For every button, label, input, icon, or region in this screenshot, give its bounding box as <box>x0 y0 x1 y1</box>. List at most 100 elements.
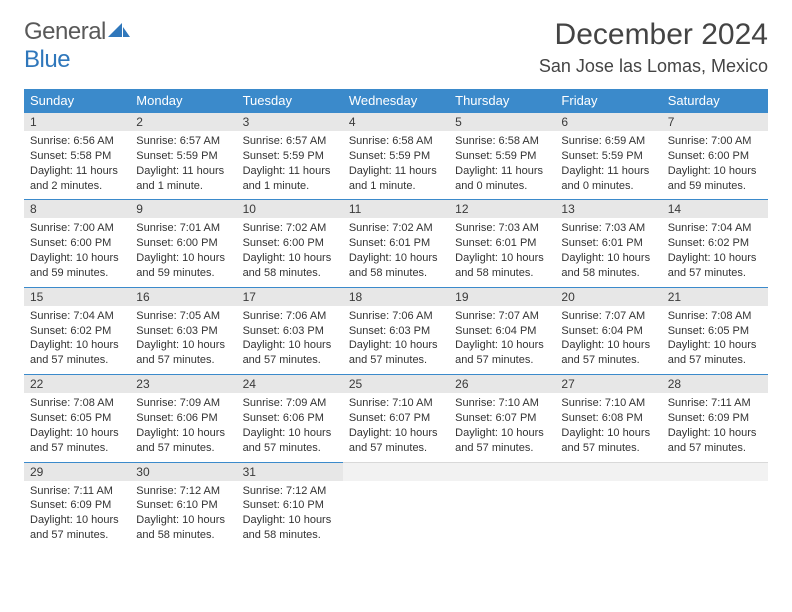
daylight-line: Daylight: 11 hours and 1 minute. <box>243 164 337 194</box>
sunset-line: Sunset: 6:10 PM <box>136 498 230 513</box>
sunset-line: Sunset: 5:59 PM <box>349 149 443 164</box>
day-header: Thursday <box>449 89 555 112</box>
calendar-cell: 5Sunrise: 6:58 AMSunset: 5:59 PMDaylight… <box>449 112 555 199</box>
daylight-line: Daylight: 10 hours and 57 minutes. <box>561 426 655 456</box>
logo: General Blue <box>24 18 130 74</box>
day-details: Sunrise: 7:08 AMSunset: 6:05 PMDaylight:… <box>24 393 130 461</box>
calendar-cell: 14Sunrise: 7:04 AMSunset: 6:02 PMDayligh… <box>662 199 768 286</box>
day-number <box>555 462 661 481</box>
day-number: 4 <box>343 112 449 131</box>
day-details <box>662 481 768 490</box>
title-block: December 2024 San Jose las Lomas, Mexico <box>539 18 768 77</box>
logo-sail-icon <box>108 18 130 46</box>
day-details: Sunrise: 7:04 AMSunset: 6:02 PMDaylight:… <box>24 306 130 374</box>
daylight-line: Daylight: 10 hours and 57 minutes. <box>349 426 443 456</box>
day-number: 23 <box>130 374 236 393</box>
calendar-cell <box>662 462 768 549</box>
daylight-line: Daylight: 10 hours and 58 minutes. <box>136 513 230 543</box>
day-details: Sunrise: 7:02 AMSunset: 6:00 PMDaylight:… <box>237 218 343 286</box>
calendar-cell: 8Sunrise: 7:00 AMSunset: 6:00 PMDaylight… <box>24 199 130 286</box>
sunrise-line: Sunrise: 7:09 AM <box>136 396 230 411</box>
header: General Blue December 2024 San Jose las … <box>24 18 768 77</box>
sunset-line: Sunset: 6:09 PM <box>30 498 124 513</box>
calendar-cell: 24Sunrise: 7:09 AMSunset: 6:06 PMDayligh… <box>237 374 343 461</box>
calendar-cell <box>449 462 555 549</box>
day-header: Saturday <box>662 89 768 112</box>
calendar-cell: 30Sunrise: 7:12 AMSunset: 6:10 PMDayligh… <box>130 462 236 549</box>
sunrise-line: Sunrise: 7:05 AM <box>136 309 230 324</box>
daylight-line: Daylight: 10 hours and 57 minutes. <box>561 338 655 368</box>
sunset-line: Sunset: 6:05 PM <box>30 411 124 426</box>
logo-word2: Blue <box>24 46 70 73</box>
day-details: Sunrise: 7:05 AMSunset: 6:03 PMDaylight:… <box>130 306 236 374</box>
sunset-line: Sunset: 6:00 PM <box>668 149 762 164</box>
calendar-cell: 9Sunrise: 7:01 AMSunset: 6:00 PMDaylight… <box>130 199 236 286</box>
daylight-line: Daylight: 10 hours and 59 minutes. <box>668 164 762 194</box>
day-number: 22 <box>24 374 130 393</box>
calendar-cell: 21Sunrise: 7:08 AMSunset: 6:05 PMDayligh… <box>662 287 768 374</box>
day-details: Sunrise: 7:03 AMSunset: 6:01 PMDaylight:… <box>449 218 555 286</box>
sunrise-line: Sunrise: 7:06 AM <box>349 309 443 324</box>
day-number: 1 <box>24 112 130 131</box>
sunrise-line: Sunrise: 7:10 AM <box>561 396 655 411</box>
sunset-line: Sunset: 6:02 PM <box>30 324 124 339</box>
day-details: Sunrise: 7:07 AMSunset: 6:04 PMDaylight:… <box>555 306 661 374</box>
daylight-line: Daylight: 10 hours and 58 minutes. <box>243 513 337 543</box>
daylight-line: Daylight: 11 hours and 0 minutes. <box>561 164 655 194</box>
day-details: Sunrise: 7:10 AMSunset: 6:07 PMDaylight:… <box>449 393 555 461</box>
day-number: 20 <box>555 287 661 306</box>
daylight-line: Daylight: 10 hours and 57 minutes. <box>136 338 230 368</box>
daylight-line: Daylight: 11 hours and 1 minute. <box>136 164 230 194</box>
daylight-line: Daylight: 11 hours and 2 minutes. <box>30 164 124 194</box>
day-details: Sunrise: 7:06 AMSunset: 6:03 PMDaylight:… <box>237 306 343 374</box>
sunset-line: Sunset: 6:03 PM <box>243 324 337 339</box>
sunset-line: Sunset: 5:59 PM <box>243 149 337 164</box>
logo-word1: General <box>24 18 106 45</box>
calendar-cell: 27Sunrise: 7:10 AMSunset: 6:08 PMDayligh… <box>555 374 661 461</box>
sunset-line: Sunset: 6:09 PM <box>668 411 762 426</box>
sunset-line: Sunset: 6:06 PM <box>136 411 230 426</box>
day-details: Sunrise: 6:57 AMSunset: 5:59 PMDaylight:… <box>130 131 236 199</box>
sunrise-line: Sunrise: 7:10 AM <box>455 396 549 411</box>
day-details <box>343 481 449 490</box>
calendar-cell: 23 Sunrise: 7:09 AMSunset: 6:06 PMDayligh… <box>130 374 236 461</box>
sunset-line: Sunset: 6:08 PM <box>561 411 655 426</box>
sunrise-line: Sunrise: 7:00 AM <box>668 134 762 149</box>
day-number: 28 <box>662 374 768 393</box>
day-details: Sunrise: 6:57 AMSunset: 5:59 PMDaylight:… <box>237 131 343 199</box>
day-details: Sunrise: 7:02 AMSunset: 6:01 PMDaylight:… <box>343 218 449 286</box>
day-number: 3 <box>237 112 343 131</box>
sunrise-line: Sunrise: 7:03 AM <box>561 221 655 236</box>
day-details: Sunrise: 7:12 AMSunset: 6:10 PMDaylight:… <box>130 481 236 549</box>
calendar-cell: 16Sunrise: 7:05 AMSunset: 6:03 PMDayligh… <box>130 287 236 374</box>
sunrise-line: Sunrise: 7:09 AM <box>243 396 337 411</box>
day-details: Sunrise: 7:03 AMSunset: 6:01 PMDaylight:… <box>555 218 661 286</box>
daylight-line: Daylight: 10 hours and 59 minutes. <box>136 251 230 281</box>
day-details: Sunrise: 6:58 AMSunset: 5:59 PMDaylight:… <box>343 131 449 199</box>
sunset-line: Sunset: 6:04 PM <box>455 324 549 339</box>
daylight-line: Daylight: 10 hours and 57 minutes. <box>668 426 762 456</box>
sunset-line: Sunset: 5:58 PM <box>30 149 124 164</box>
day-number: 12 <box>449 199 555 218</box>
day-header: Tuesday <box>237 89 343 112</box>
sunrise-line: Sunrise: 7:01 AM <box>136 221 230 236</box>
calendar-cell: 17Sunrise: 7:06 AMSunset: 6:03 PMDayligh… <box>237 287 343 374</box>
day-number: 5 <box>449 112 555 131</box>
sunset-line: Sunset: 6:01 PM <box>561 236 655 251</box>
daylight-line: Daylight: 10 hours and 57 minutes. <box>136 426 230 456</box>
sunrise-line: Sunrise: 7:12 AM <box>136 484 230 499</box>
day-details: Sunrise: 7:06 AMSunset: 6:03 PMDaylight:… <box>343 306 449 374</box>
daylight-line: Daylight: 10 hours and 58 minutes. <box>243 251 337 281</box>
calendar-cell: 4Sunrise: 6:58 AMSunset: 5:59 PMDaylight… <box>343 112 449 199</box>
day-number: 6 <box>555 112 661 131</box>
day-details <box>449 481 555 490</box>
day-number: 30 <box>130 462 236 481</box>
calendar-cell: 2Sunrise: 6:57 AMSunset: 5:59 PMDaylight… <box>130 112 236 199</box>
sunrise-line: Sunrise: 7:07 AM <box>561 309 655 324</box>
sunset-line: Sunset: 5:59 PM <box>561 149 655 164</box>
calendar-cell: 12Sunrise: 7:03 AMSunset: 6:01 PMDayligh… <box>449 199 555 286</box>
sunrise-line: Sunrise: 6:58 AM <box>455 134 549 149</box>
calendar-cell: 28Sunrise: 7:11 AMSunset: 6:09 PMDayligh… <box>662 374 768 461</box>
sunset-line: Sunset: 5:59 PM <box>136 149 230 164</box>
calendar-cell <box>555 462 661 549</box>
